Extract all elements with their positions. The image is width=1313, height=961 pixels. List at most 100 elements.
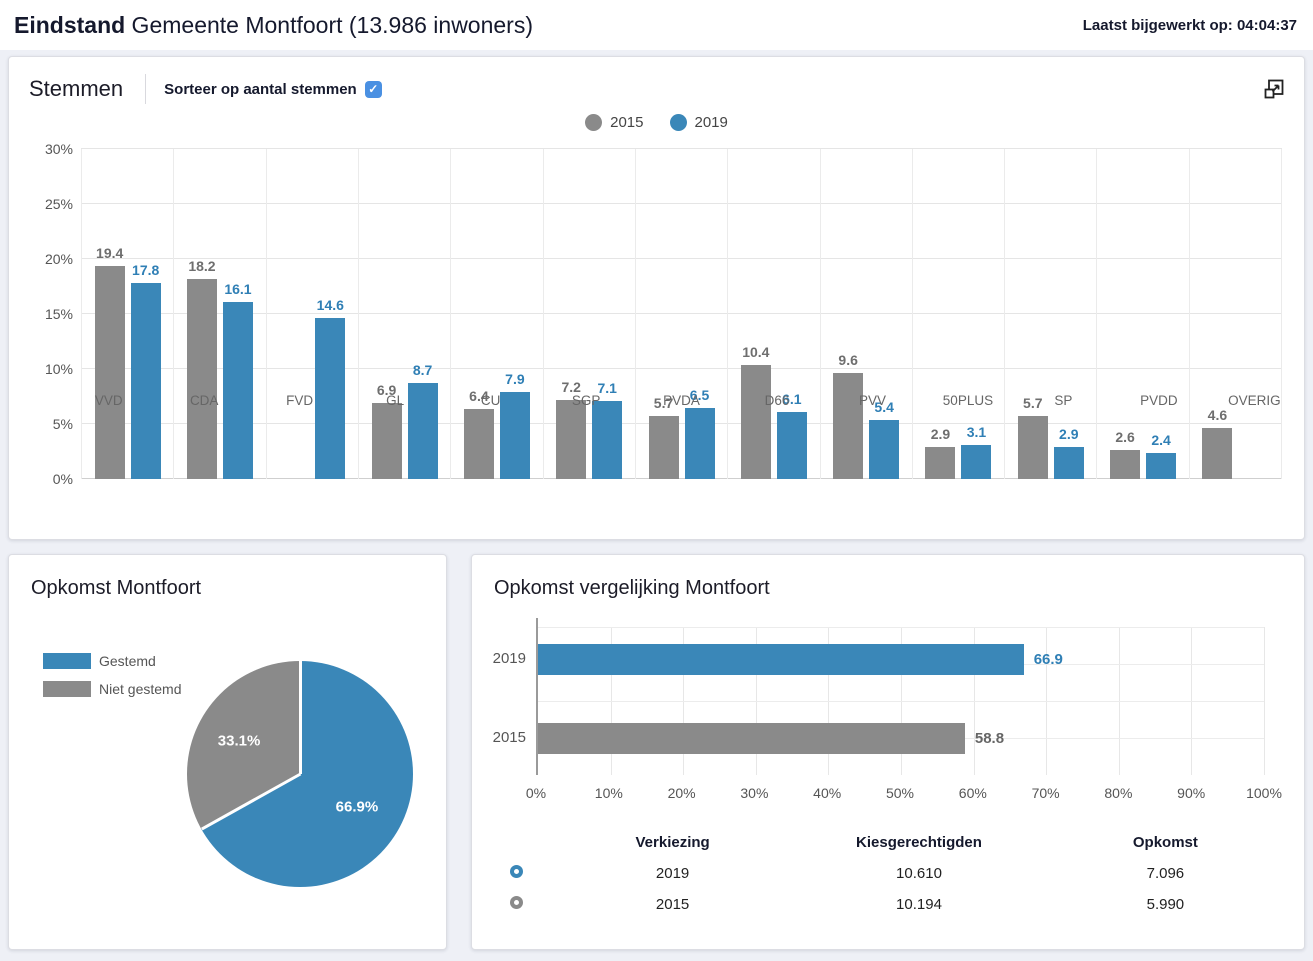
bar-value-label: 4.6 [1207,407,1228,424]
x-tick-label: 70% [1031,785,1060,801]
bar-VVD-2015[interactable] [94,265,125,479]
bar-CU-2015[interactable] [463,408,494,479]
stemmen-panel: Stemmen Sorteer op aantal stemmen ✓ 2015… [8,56,1305,540]
bar-value-label: 9.6 [838,352,858,369]
bar-slot: 2.9 [1053,149,1084,479]
legend-label: 2015 [610,113,644,131]
last-updated-text: Laatst bijgewerkt op: 04:04:37 [1082,16,1297,34]
bar-GL-2015[interactable] [371,403,402,479]
table-header-row: Verkiezing Kiesgerechtigden Opkomst [496,827,1280,858]
bar-CDA-2019[interactable] [222,301,253,479]
turnout-bar-chart: 2019 66.9 2015 58.8 [493,618,1265,775]
table-row[interactable]: 2019 10.610 7.096 [496,858,1280,889]
y-tick-label: 5% [52,416,73,432]
page-title-bold: Eindstand [14,11,126,38]
bar-slot: 7.1 [592,149,623,479]
bar-slot: 6.1 [776,149,807,479]
y-tick-label: 0% [52,471,73,487]
x-tick-label: 50% [885,785,915,801]
vergelijking-title: Opkomst vergelijking Montfoort [494,577,770,599]
bar-value-label: 7.9 [505,371,525,388]
x-tick-label: 90% [1177,785,1206,801]
col-header-kiesgerechtigden: Kiesgerechtigden [856,834,982,851]
x-tick-label: 80% [1104,785,1133,801]
bar-2015[interactable]: 2015 58.8 [493,723,1004,754]
bar-GL-2019[interactable] [407,383,438,479]
gridline [81,313,1282,314]
bar-slot: 2.9 [925,149,956,479]
category-column-50PLUS: 2.9 3.1 [911,149,1004,479]
expand-icon[interactable] [1262,77,1286,101]
bar-D66-2019[interactable] [776,411,807,479]
category-column-FVD: 14.6 [265,149,358,479]
x-tick-label: 100% [1246,785,1282,801]
bar-value-label: 2.6 [1115,429,1135,446]
gridline [81,368,1282,369]
gridline [81,423,1282,424]
bar-value-label: 14.6 [316,297,344,314]
bar-value-label: 2.4 [1151,431,1171,448]
bar-value-label: 19.4 [96,244,124,261]
bar-PVV-2019[interactable] [869,419,900,479]
bar-value-label: 7.1 [597,379,617,396]
bar-PVDA-2019[interactable] [684,407,715,479]
series-marker-2015[interactable] [510,895,523,909]
x-tick-SGP: SGP [571,393,601,408]
category-column-CDA: 18.2 16.1 [173,149,265,479]
series-legend: 2015 2019 [29,109,1284,135]
x-axis-labels: VVD CDA FVD GL CU SGP PVDA D66 PVV 50PLUS SP PVDD OV… [61,393,1302,408]
category-column-PVDA: 5.7 6.5 [634,149,727,479]
bar-2019[interactable]: 2019 66.9 [493,644,1063,675]
bar-SP-2019[interactable] [1053,447,1084,479]
bar-SP-2015[interactable] [1017,416,1048,479]
table-row[interactable]: 2015 10.194 5.990 [496,889,1280,920]
votes-bar-chart: 0% 5% 10% 15% 20% 25% 30% 19.4 17.8 18.2 16.1 14.6… [29,141,1284,487]
bar-SGP-2019[interactable] [592,400,623,479]
bar-CU-2019[interactable] [499,392,530,479]
sort-checkbox[interactable]: ✓ [364,80,382,98]
bar-slot: 7.9 [499,149,530,479]
bar-OVERIG-2015[interactable] [1202,428,1233,479]
bar-FVD-2019[interactable] [315,318,346,479]
bar-value-label: 6.1 [782,390,802,407]
bar-PVDA-2015[interactable] [648,416,679,479]
bar-value-label: 5.7 [1023,395,1043,412]
y-tick-label: 10% [44,361,73,377]
cell-kiesgerechtigden: 10.194 [896,896,942,913]
bar-VVD-2019[interactable] [130,283,161,479]
sort-toggle[interactable]: Sorteer op aantal stemmen ✓ [164,80,382,98]
col-header-opkomst: Opkomst [1132,834,1198,851]
turnout-table: Verkiezing Kiesgerechtigden Opkomst 2019… [496,827,1280,920]
bar-value-label: 17.8 [132,262,160,279]
bar-value-label: 10.4 [742,343,770,360]
x-tick-label: 0% [525,785,547,801]
category-column-SP: 5.7 2.9 [1004,149,1096,479]
bar-SGP-2015[interactable] [556,399,587,479]
bar-columns: 19.4 17.8 18.2 16.1 14.6 6.9 8.7 6.4 7.9 7.2 7.1 5.… [81,149,1283,479]
bar-PVDD-2015[interactable] [1110,450,1141,479]
axis-tick [536,618,538,627]
stemmen-title: Stemmen [29,76,124,101]
bar-slot: 2.6 [1110,149,1141,479]
x-tick-label: 10% [594,785,623,801]
bar-slot [279,149,309,479]
x-tick-D66: D66 [764,393,790,408]
pie-slice-separator [200,772,301,831]
bar-50PLUS-2019[interactable] [961,444,992,479]
bar-PVDD-2019[interactable] [1146,452,1177,479]
bar-D66-2015[interactable] [740,364,771,479]
bar-50PLUS-2015[interactable] [925,447,956,479]
bar-value-label: 5.4 [874,398,894,415]
bar-CDA-2015[interactable] [186,278,217,479]
bar-value-label: 8.7 [412,362,433,379]
x-tick-PVDD: PVDD [1140,393,1178,408]
y-tick-2015: 2015 [492,729,526,746]
legend-dot-icon [669,113,687,131]
dashboard-content: Stemmen Sorteer op aantal stemmen ✓ 2015… [0,50,1313,961]
bar-PVV-2015[interactable] [833,373,864,479]
sort-toggle-label: Sorteer op aantal stemmen [164,80,357,98]
series-marker-2019[interactable] [510,864,523,878]
bar-value-label: 5.7 [653,395,674,412]
bar-value-label: 58.8 [974,730,1005,747]
cell-opkomst: 7.096 [1146,865,1185,882]
